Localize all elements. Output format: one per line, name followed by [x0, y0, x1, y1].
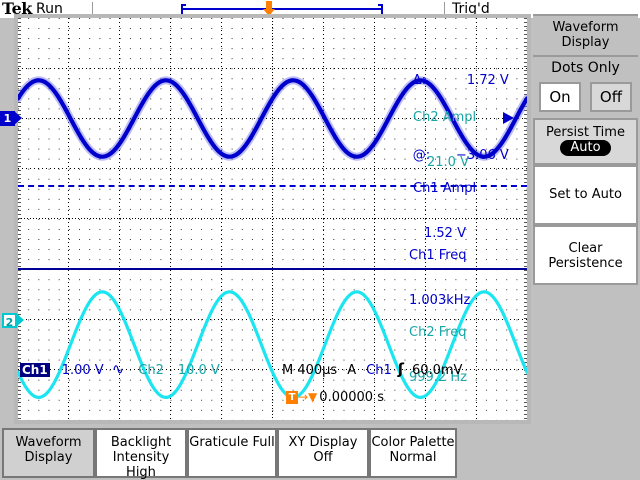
set-to-auto-button[interactable]: Set to Auto: [533, 165, 638, 225]
ch1-marker-arrow-icon: [14, 111, 22, 125]
persist-time-value: Auto: [560, 140, 611, 156]
ch1-scale[interactable]: 1.00 V: [61, 363, 104, 378]
ch2-label[interactable]: Ch2: [138, 363, 164, 378]
cursor-at-label: @:: [412, 148, 431, 163]
bottom-menu-graticule[interactable]: Graticule Full: [187, 428, 277, 478]
side-menu: Waveform Display Dots Only On Off Persis…: [533, 14, 638, 285]
measurement-ch2-freq-value: 999.2 Hz: [409, 370, 467, 385]
ch1-ground-marker[interactable]: 1: [0, 111, 22, 126]
ch1-coupling-icon: ∿: [111, 360, 125, 378]
graticule[interactable]: Ch2 Ampl 21.0 V Ch1 Ampl 1.52 V Ch1 Freq…: [18, 18, 527, 420]
ch2-marker-arrow-icon: [16, 313, 24, 327]
run-state-label: Run: [36, 1, 63, 17]
grid-center-vline: [272, 18, 273, 420]
persist-time-item[interactable]: Persist Time Auto: [533, 118, 638, 165]
measurement-ch2-ampl: Ch2 Ampl 21.0 V: [413, 80, 476, 200]
ch1-right-arrow-icon: [503, 112, 514, 124]
top-status-bar: Tek Run Trig'd: [0, 0, 640, 19]
trigger-slope-icon[interactable]: ʃ: [397, 360, 404, 378]
cursor-line-b[interactable]: [18, 268, 527, 270]
measurement-ch2-ampl-value: 21.0 V: [427, 155, 469, 170]
trigger-state-label: Trig'd: [452, 1, 490, 17]
bottom-menu: Waveform Display Backlight Intensity Hig…: [0, 428, 640, 480]
dots-only-toggle-group: On Off: [533, 78, 638, 118]
ch1-marker-label: 1: [0, 111, 15, 126]
grid-vline-9: [476, 18, 477, 420]
measurement-ch1-ampl-label: Ch1 Ampl: [413, 181, 477, 196]
cursor-line-a[interactable]: [18, 185, 527, 187]
grid-hline-3: [18, 168, 527, 169]
settings-status-bar: Ch1 1.00 V ∿ Ch2 10.0 V M 400µs A Ch1 ʃ 60.0mV T…: [20, 360, 525, 416]
ch2-scale[interactable]: 10.0 V: [177, 363, 220, 378]
measurement-ch1-freq-label: Ch1 Freq: [409, 248, 467, 263]
horizontal-position-bar[interactable]: [182, 8, 382, 10]
bottom-menu-color-palette[interactable]: Color Palette Normal: [369, 428, 457, 478]
grid-right-ticks: [524, 18, 527, 420]
grid-vline-6: [323, 18, 324, 420]
ch2-ground-marker[interactable]: 2: [2, 313, 24, 329]
horizontal-position-value[interactable]: 0.00000 s: [319, 390, 384, 405]
cursor-delta-label: Δ:: [412, 73, 427, 88]
measurement-ch2-ampl-label: Ch2 Ampl: [413, 110, 477, 125]
grid-hline-1: [18, 68, 527, 69]
timebase-setting[interactable]: M 400µs: [282, 363, 338, 378]
ch1-chip[interactable]: Ch1: [20, 363, 50, 377]
bottom-menu-waveform-display[interactable]: Waveform Display: [2, 428, 95, 478]
bottom-menu-backlight-intensity[interactable]: Backlight Intensity High: [95, 428, 187, 480]
grid-vline-7: [374, 18, 375, 420]
ch2-marker-label: 2: [2, 313, 17, 329]
measurement-ch2-freq: Ch2 Freq 999.2 Hz: [409, 295, 467, 415]
grid-vline-4: [221, 18, 222, 420]
grid-vline-8: [425, 18, 426, 420]
side-menu-title: Waveform Display: [533, 14, 638, 57]
divider-2: [444, 2, 445, 18]
tek-logo: Tek: [2, 0, 32, 18]
measurement-ch2-freq-label: Ch2 Freq: [409, 325, 467, 340]
waveform-canvas: [18, 76, 527, 399]
divider-1: [92, 2, 93, 18]
grid-center-hline: [18, 218, 527, 219]
horiz-trigger-icon: T: [286, 391, 298, 404]
trigger-mode[interactable]: A: [347, 363, 357, 378]
grid-hline-2: [18, 118, 527, 119]
cursor-delta-value: 1.72 V: [466, 73, 509, 88]
dots-only-on-button[interactable]: On: [539, 82, 581, 112]
measurement-ch1-freq: Ch1 Freq 1.003kHz: [409, 218, 470, 338]
grid-vline-2: [119, 18, 120, 420]
cursor-at-value: −3.06 V: [455, 148, 509, 163]
measurement-ch1-ampl: Ch1 Ampl 1.52 V: [413, 151, 476, 271]
persist-time-label: Persist Time: [546, 125, 625, 140]
grid-vline-3: [170, 18, 171, 420]
bottom-menu-xy-display[interactable]: XY Display Off: [277, 428, 369, 478]
trigger-position-icon[interactable]: [263, 1, 275, 16]
cursor-readout: Δ: 1.72 V @: −3.06 V: [388, 28, 509, 208]
clear-persistence-button[interactable]: Clear Persistence: [533, 225, 638, 285]
horiz-arrow-icon: →▼: [298, 390, 318, 404]
dots-only-off-button[interactable]: Off: [590, 82, 632, 112]
trigger-source[interactable]: Ch1: [366, 363, 392, 378]
grid-hline-6: [18, 319, 527, 320]
dots-only-label: Dots Only: [533, 57, 638, 78]
measurement-ch1-ampl-value: 1.52 V: [424, 226, 466, 241]
trigger-level[interactable]: 60.0mV: [411, 363, 463, 378]
measurement-ch1-freq-value: 1.003kHz: [409, 293, 471, 308]
grid-vline-1: [68, 18, 69, 420]
grid-left-ticks: [18, 18, 21, 420]
